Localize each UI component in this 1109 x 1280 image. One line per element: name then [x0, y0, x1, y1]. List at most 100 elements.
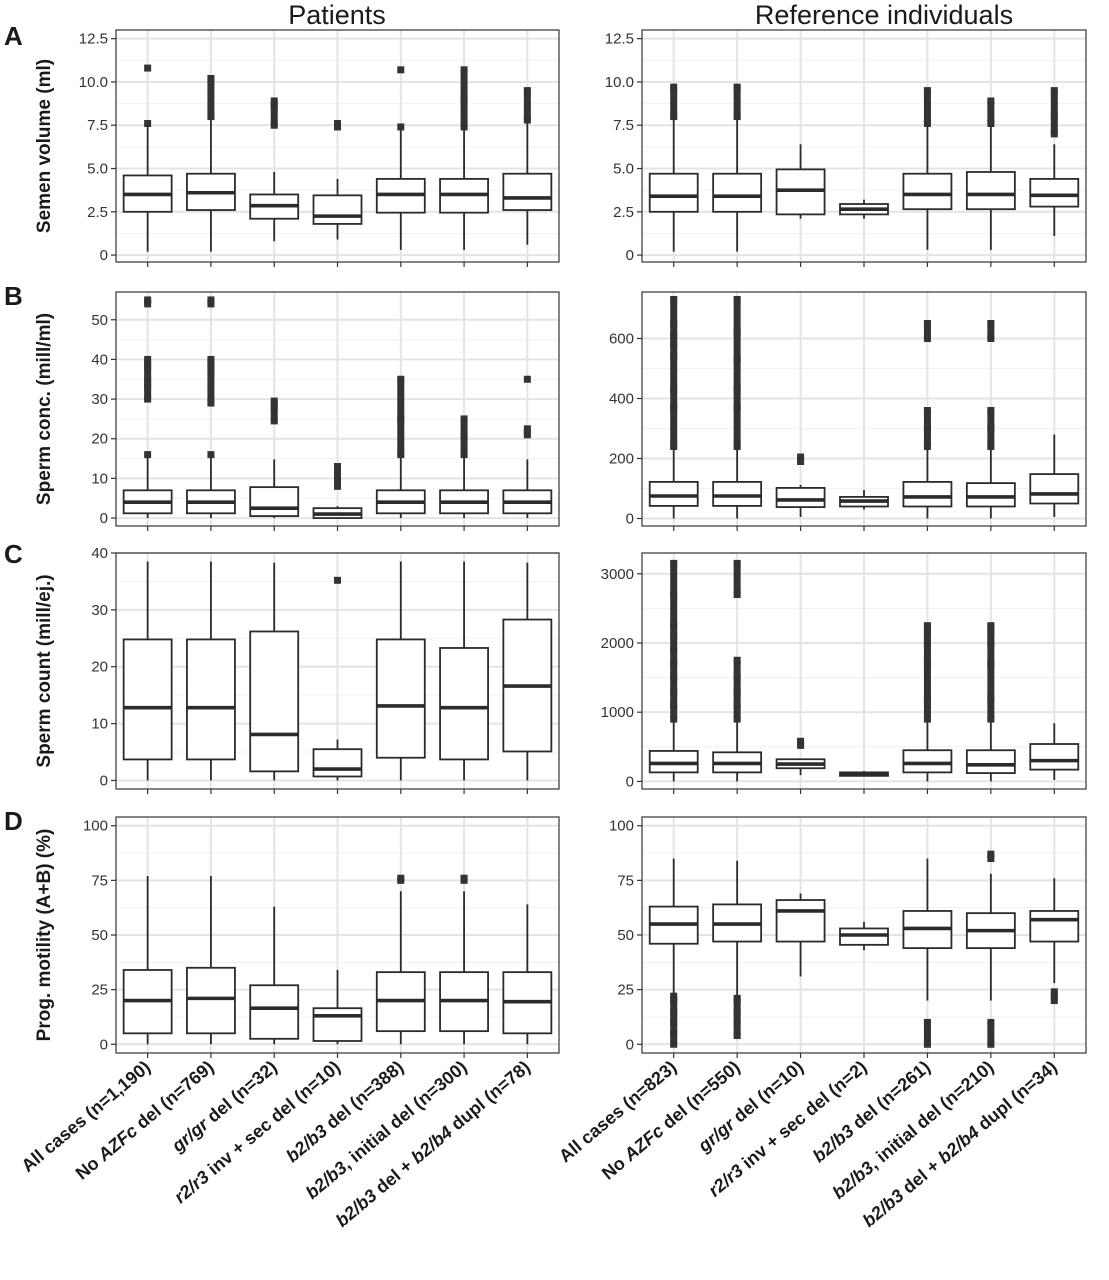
panel-0-1: 0 2.5 5.0 7.5 10.0 12.5: [605, 29, 1087, 267]
outlier-point: [670, 622, 678, 630]
box-0: [122, 296, 173, 519]
outlier-point: [670, 992, 678, 1000]
y-tick-label: 12.5: [79, 31, 108, 48]
box-6: [1029, 434, 1080, 517]
box-5: [965, 97, 1016, 250]
outlier-cluster: [987, 1022, 995, 1045]
outlier-point: [144, 119, 152, 127]
outlier-cluster: [144, 359, 152, 368]
outlier-cluster: [670, 335, 678, 345]
outlier-point: [733, 296, 741, 303]
box-6: [1029, 723, 1080, 781]
outlier-cluster: [670, 594, 678, 626]
outlier-cluster: [207, 359, 215, 368]
outlier-cluster: [670, 356, 678, 390]
box-2: [775, 144, 826, 219]
outlier-cluster: [923, 90, 931, 124]
outlier-point: [797, 453, 805, 461]
box-5: [965, 850, 1016, 1048]
box-2: [249, 906, 300, 1045]
box-3: [839, 771, 889, 777]
outlier-cluster: [733, 389, 741, 408]
outlier-point: [733, 656, 741, 664]
outlier-point: [987, 97, 995, 105]
outlier-point: [460, 66, 468, 74]
box-6: [502, 375, 553, 519]
outlier-cluster: [460, 69, 468, 100]
outlier-point: [334, 576, 341, 584]
y-tick-label: 10.0: [79, 74, 108, 91]
box-0: [122, 64, 173, 252]
outlier-cluster: [923, 698, 931, 720]
outlier-cluster: [670, 625, 678, 637]
iqr-box: [1029, 743, 1080, 771]
box-1: [186, 296, 236, 519]
outlier-cluster: [523, 90, 531, 121]
iqr-box: [312, 748, 363, 778]
y-axis-label: Semen volume (ml): [34, 59, 55, 233]
outlier-cluster: [207, 367, 215, 404]
y-tick-label: 5.0: [613, 161, 634, 178]
panel-3-1: 0 25 50 75 100: [609, 816, 1087, 1058]
box-3: [839, 490, 889, 510]
y-tick-label: 50: [617, 927, 634, 944]
box-1: [186, 74, 236, 252]
box-1: [712, 296, 763, 519]
outlier-point: [523, 425, 531, 433]
outlier-point: [397, 66, 405, 74]
box-6: [1029, 87, 1080, 237]
outlier-point: [207, 451, 215, 459]
iqr-box: [712, 172, 763, 213]
panel-letter-c: C: [4, 539, 23, 569]
outlier-point: [923, 715, 931, 723]
iqr-box: [902, 172, 953, 211]
outlier-cluster: [670, 344, 678, 357]
outlier-cluster: [670, 705, 678, 720]
outlier-point: [923, 1018, 931, 1026]
y-tick-label: 20: [91, 659, 108, 676]
y-tick-label: 600: [609, 331, 634, 348]
iqr-box: [902, 480, 953, 508]
outlier-cluster: [144, 387, 152, 400]
y-tick-label: 0: [626, 511, 634, 528]
y-tick-label: 100: [83, 818, 108, 835]
outlier-cluster: [397, 379, 405, 419]
outlier-cluster: [923, 632, 931, 643]
outlier-point: [987, 320, 995, 327]
outlier-point: [207, 300, 215, 308]
box-2: [249, 562, 300, 781]
outlier-point: [987, 1018, 995, 1026]
outlier-cluster: [670, 1022, 678, 1034]
outlier-cluster: [923, 410, 931, 429]
iqr-box: [1029, 473, 1080, 505]
outlier-cluster: [144, 367, 152, 380]
box-3: [312, 463, 363, 519]
iqr-box: [1029, 177, 1080, 208]
outlier-cluster: [670, 407, 678, 447]
box-3: [312, 969, 363, 1045]
outlier-cluster: [923, 1022, 931, 1045]
box-1: [712, 83, 763, 252]
outlier-point: [207, 296, 215, 304]
iqr-box: [502, 172, 553, 211]
box-2: [249, 397, 300, 519]
y-tick-label: 40: [91, 545, 108, 562]
outlier-cluster: [670, 649, 678, 664]
outlier-cluster: [460, 99, 468, 127]
box-5: [439, 66, 489, 250]
outlier-point: [144, 451, 152, 459]
box-4: [375, 66, 426, 250]
outlier-cluster: [144, 379, 152, 388]
panel-0-0: 0 2.5 5.0 7.5 10.0 12.5 Semen volume (ml): [34, 29, 560, 267]
box-0: [122, 876, 173, 1045]
y-tick-label: 0: [100, 772, 108, 789]
box-3: [839, 199, 889, 219]
y-tick-label: 3000: [601, 566, 634, 583]
outlier-point: [1050, 988, 1058, 996]
y-tick-label: 400: [609, 391, 634, 408]
outlier-point: [670, 1007, 678, 1015]
y-tick-label: 20: [91, 431, 108, 448]
outlier-cluster: [987, 663, 995, 699]
y-tick-label: 1000: [601, 704, 634, 721]
